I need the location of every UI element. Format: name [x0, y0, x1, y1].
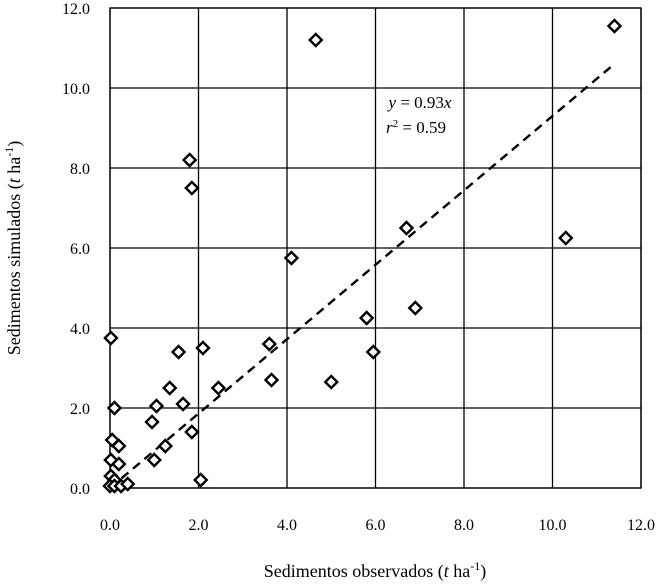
tick-labels: 0.0 2.0 4.0 6.0 8.0 10.0 12.0 0.0 2.0 4.0 6.0 8.0 10… — [62, 1, 655, 534]
data-point-28 — [308, 32, 324, 48]
data-point-19 — [184, 424, 200, 440]
x-tick-label-4: 8.0 — [454, 517, 474, 534]
data-point-14 — [148, 398, 165, 414]
y-axis-title: Sedimentos simulados (t ha-1) — [2, 141, 25, 356]
y-tick-label-1: 2.0 — [70, 401, 90, 418]
data-point-31 — [365, 344, 381, 360]
data-point-16 — [162, 380, 178, 396]
regression-equation: y = 0.93x — [387, 93, 452, 112]
data-point-24 — [184, 180, 200, 196]
data-point-18 — [175, 396, 191, 412]
x-axis-title: Sedimentos observados (t ha-1) — [264, 559, 487, 582]
x-tick-label-1: 2.0 — [189, 517, 209, 534]
y-tick-label-3: 6.0 — [70, 241, 90, 258]
data-point-3 — [111, 438, 127, 454]
x-tick-label-6: 12.0 — [627, 517, 655, 534]
data-point-17 — [170, 344, 187, 360]
data-points — [102, 18, 623, 494]
data-point-13 — [144, 414, 160, 430]
data-point-20 — [193, 472, 209, 488]
y-tick-label-0: 0.0 — [70, 481, 90, 498]
data-point-11 — [120, 476, 136, 492]
data-point-22 — [210, 380, 227, 396]
data-point-5 — [111, 456, 127, 472]
x-tick-label-0: 0.0 — [100, 517, 120, 534]
data-point-32 — [398, 220, 415, 236]
x-tick-label-2: 4.0 — [277, 517, 297, 534]
y-tick-label-5: 10.0 — [62, 81, 90, 98]
x-tick-label-3: 6.0 — [366, 517, 386, 534]
data-point-30 — [358, 310, 375, 326]
data-point-29 — [323, 374, 339, 390]
data-point-12 — [146, 452, 162, 468]
data-point-27 — [283, 250, 300, 266]
x-tick-label-5: 10.0 — [539, 517, 567, 534]
data-point-1 — [106, 400, 123, 416]
y-tick-label-2: 4.0 — [70, 321, 90, 338]
trend-line — [109, 63, 616, 489]
plot-frame — [109, 7, 642, 489]
data-point-34 — [558, 230, 574, 246]
data-point-33 — [407, 300, 424, 316]
data-point-0 — [103, 330, 119, 346]
data-point-25 — [261, 336, 277, 352]
data-point-21 — [195, 340, 211, 356]
data-point-35 — [606, 18, 623, 34]
data-point-23 — [181, 152, 198, 168]
y-tick-label-6: 12.0 — [62, 1, 90, 18]
y-tick-label-4: 8.0 — [70, 161, 90, 178]
r-squared-label: r2 = 0.59 — [386, 118, 446, 137]
grid — [109, 7, 642, 489]
data-point-26 — [263, 372, 280, 388]
data-point-15 — [157, 438, 174, 454]
